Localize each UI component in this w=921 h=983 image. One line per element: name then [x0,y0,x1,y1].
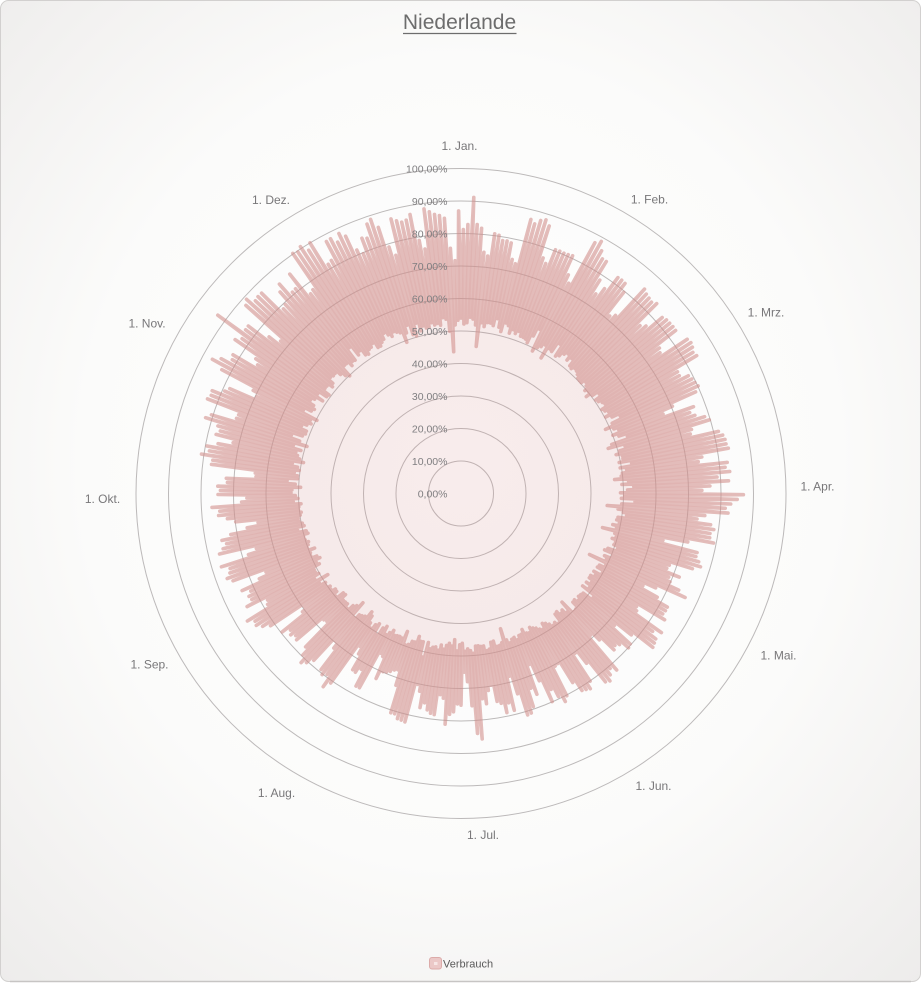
svg-text:90,00%: 90,00% [412,196,448,208]
svg-text:1. Apr.: 1. Apr. [800,480,834,494]
svg-text:80,00%: 80,00% [412,228,448,240]
svg-text:1. Feb.: 1. Feb. [631,193,668,207]
svg-text:20,00%: 20,00% [412,423,448,435]
svg-text:1. Nov.: 1. Nov. [128,317,165,331]
svg-text:1. Aug.: 1. Aug. [258,786,295,800]
svg-text:10,00%: 10,00% [412,456,448,468]
svg-text:1. Jan.: 1. Jan. [441,139,477,153]
svg-text:1. Jun.: 1. Jun. [635,779,671,793]
svg-text:1. Dez.: 1. Dez. [252,193,290,207]
svg-text:1. Mrz.: 1. Mrz. [748,306,785,320]
svg-text:30,00%: 30,00% [412,391,448,403]
svg-text:100,00%: 100,00% [406,163,447,175]
svg-text:Niederlande: Niederlande [403,11,516,34]
svg-text:1. Jul.: 1. Jul. [467,828,499,842]
svg-text:60,00%: 60,00% [412,293,448,305]
svg-text:0,00%: 0,00% [418,488,448,500]
svg-text:70,00%: 70,00% [412,261,448,273]
svg-text:1. Okt.: 1. Okt. [85,492,120,506]
svg-text:1. Sep.: 1. Sep. [130,658,168,672]
svg-text:1. Mai.: 1. Mai. [760,649,796,663]
svg-text:40,00%: 40,00% [412,358,448,370]
svg-text:Verbrauch: Verbrauch [443,959,493,971]
svg-text:50,00%: 50,00% [412,326,448,338]
